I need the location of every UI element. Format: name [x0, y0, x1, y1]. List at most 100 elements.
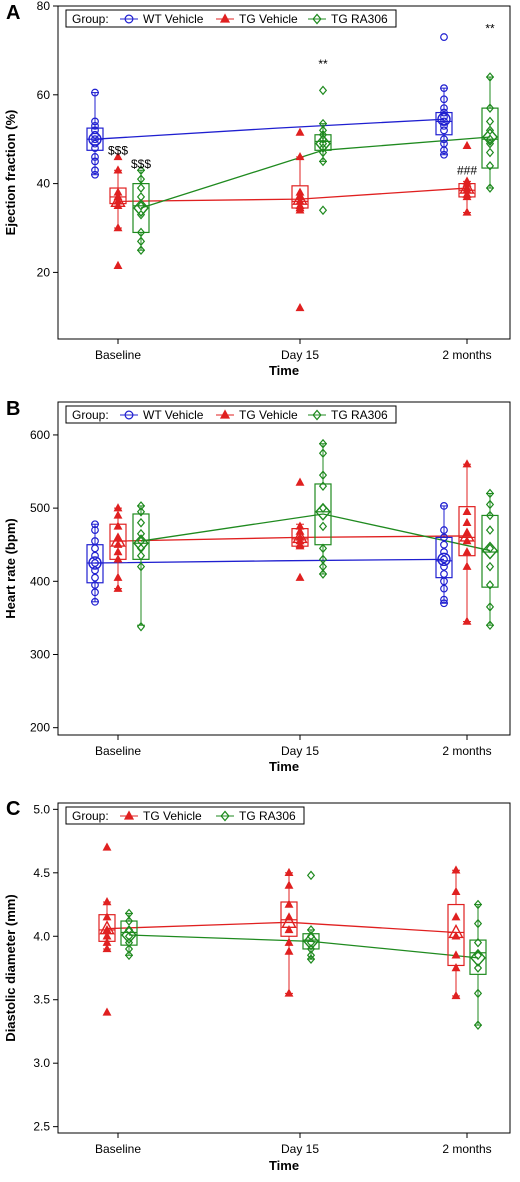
data-point: [318, 205, 328, 216]
data-point: [91, 166, 99, 175]
data-point: [318, 543, 328, 554]
legend-marker: [220, 810, 230, 822]
x-tick-label: 2 months: [442, 1142, 491, 1156]
data-point: [485, 116, 495, 127]
data-point: [284, 880, 294, 889]
x-tick-label: 2 months: [442, 348, 491, 362]
mean-marker: [303, 932, 319, 951]
data-point: [113, 554, 123, 563]
data-point: [102, 897, 112, 906]
data-point: [306, 937, 316, 948]
data-point: [440, 108, 448, 117]
data-point: [451, 950, 461, 959]
data-point: [295, 541, 305, 550]
data-point: [473, 899, 483, 910]
box-tg-vehicle-1: [291, 127, 309, 312]
data-point: [440, 33, 448, 41]
legend-title: Group:: [72, 12, 109, 26]
box-tg-ra306-2: [469, 899, 487, 1030]
mean-line-tg-ra306: [140, 513, 491, 552]
data-point: [136, 236, 146, 247]
data-point: [91, 566, 99, 575]
data-point: [113, 152, 123, 161]
data-point: [440, 584, 448, 593]
mean-marker: [110, 532, 126, 547]
data-point: [284, 946, 294, 955]
data-point: [440, 570, 448, 578]
data-point: [473, 950, 483, 961]
mean-marker: [482, 127, 498, 147]
data-point: [136, 550, 146, 561]
data-point: [485, 125, 495, 136]
data-point: [91, 559, 99, 567]
data-point: [136, 517, 146, 528]
mean-line-wt-vehicle: [94, 118, 445, 140]
data-point: [440, 121, 448, 130]
data-point: [91, 537, 99, 545]
significance-annotation: $$$: [108, 144, 128, 158]
data-point: [473, 988, 483, 999]
data-point: [473, 963, 483, 973]
data-point: [102, 912, 112, 921]
data-point: [440, 599, 448, 608]
legend-marker: [219, 13, 231, 23]
data-point: [136, 183, 146, 193]
y-tick-label: 600: [30, 428, 50, 442]
box-tg-vehicle-0: [109, 503, 127, 592]
box-tg-vehicle-2: [447, 865, 465, 1000]
legend-entry: TG Vehicle: [239, 408, 298, 422]
data-point: [295, 127, 305, 136]
y-tick-label: 60: [37, 88, 51, 102]
data-point: [451, 886, 461, 896]
mean-marker: [315, 134, 331, 153]
x-tick-label: Day 15: [281, 1142, 319, 1156]
data-point: [462, 517, 472, 526]
data-point: [485, 561, 495, 572]
mean-line-wt-vehicle: [94, 558, 445, 564]
y-tick-label: 300: [30, 647, 50, 661]
x-axis-label: Time: [269, 1158, 299, 1173]
data-point: [485, 525, 495, 535]
panel-letter: B: [6, 398, 20, 420]
y-tick-label: 200: [30, 721, 50, 735]
legend-entry: TG RA306: [239, 809, 296, 823]
box-wt-vehicle-2: [435, 33, 453, 159]
data-point: [485, 510, 495, 521]
legend-marker: [312, 13, 322, 25]
data-point: [91, 157, 99, 166]
data-point: [462, 506, 472, 515]
data-point: [113, 572, 123, 581]
data-point: [440, 126, 448, 135]
x-tick-label: Baseline: [95, 744, 141, 758]
data-point: [462, 547, 472, 556]
data-point: [440, 577, 448, 586]
mean-marker: [459, 527, 475, 542]
mean-marker: [459, 179, 475, 194]
data-point: [136, 227, 146, 238]
y-tick-label: 2.5: [33, 1120, 50, 1134]
significance-annotation: $$$: [131, 157, 151, 171]
box-rect: [458, 506, 476, 557]
data-point: [91, 544, 99, 553]
mean-marker: [121, 925, 137, 945]
legend-entry: TG Vehicle: [143, 809, 202, 823]
mean-marker: [448, 923, 464, 939]
data-point: [451, 990, 461, 1000]
chart-panel-B: B 200 300 400 500 600 Baseline Day 15 2 months Ti…: [3, 398, 511, 774]
data-point: [440, 562, 448, 571]
x-tick-label: Baseline: [95, 1142, 141, 1156]
data-point: [440, 533, 448, 542]
box-tg-vehicle-2: [458, 140, 476, 216]
legend: Group: WT Vehicle TG Vehicle TG RA306: [65, 9, 397, 28]
data-point: [102, 1007, 112, 1016]
data-point: [113, 547, 123, 556]
data-point: [284, 937, 294, 946]
data-point: [462, 207, 472, 216]
data-point: [113, 583, 123, 592]
data-point: [318, 448, 328, 459]
y-axis-label: Ejection fraction (%): [3, 110, 18, 236]
box-tg-ra306-0: [132, 165, 150, 256]
y-tick-label: 20: [37, 265, 51, 279]
data-point: [295, 572, 305, 581]
legend-entry: WT Vehicle: [143, 408, 204, 422]
